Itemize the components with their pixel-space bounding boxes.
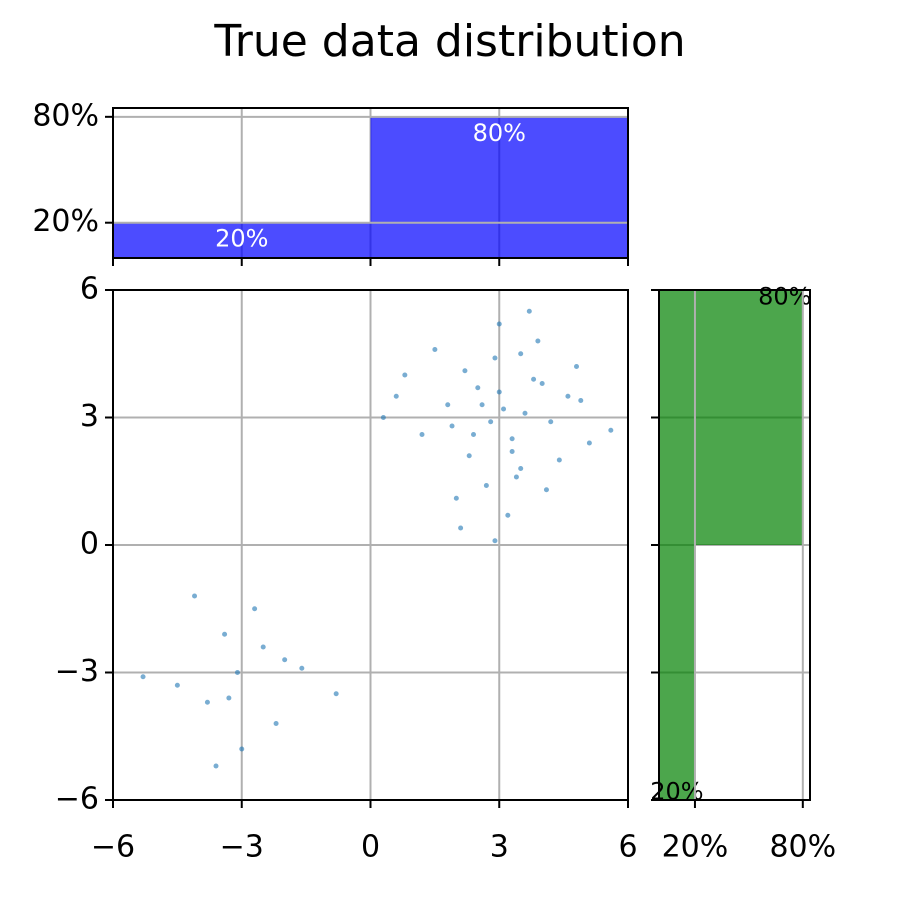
y-tick-label: 3 xyxy=(80,399,99,434)
scatter-point xyxy=(402,372,408,378)
scatter-point xyxy=(526,308,532,314)
scatter-point xyxy=(273,721,279,726)
axes-frame xyxy=(112,107,629,259)
scatter-point xyxy=(513,474,519,480)
y-tick-label: −3 xyxy=(55,654,99,689)
bar xyxy=(659,545,695,800)
scatter-point xyxy=(505,512,511,518)
scatter-point xyxy=(492,355,498,361)
axes-frame xyxy=(112,289,629,801)
scatter-point xyxy=(234,670,240,675)
scatter-point xyxy=(522,410,528,416)
scatter-point xyxy=(204,699,210,705)
x-tick-label: 3 xyxy=(490,830,509,865)
scatter-point xyxy=(496,389,502,395)
scatter-point xyxy=(475,385,481,391)
scatter-point xyxy=(479,402,485,408)
bar-label: 80% xyxy=(473,119,526,147)
scatter-point xyxy=(488,419,494,425)
y-tick-label: 0 xyxy=(80,527,99,562)
scatter-point xyxy=(299,665,305,671)
scatter-point xyxy=(260,644,266,650)
chart-title: True data distribution xyxy=(213,16,685,67)
bar xyxy=(659,290,803,545)
scatter-point xyxy=(445,402,451,408)
bar xyxy=(113,222,371,258)
scatter-point xyxy=(140,674,146,680)
x-tick-label: −6 xyxy=(91,830,135,865)
x-tick-label: 80% xyxy=(769,830,836,865)
scatter-point xyxy=(539,381,545,386)
scatter-point xyxy=(578,398,584,403)
y-tick-label: −6 xyxy=(55,782,99,817)
scatter-point xyxy=(453,495,459,501)
scatter-point xyxy=(531,376,537,382)
scatter-point xyxy=(518,466,524,471)
scatter-point xyxy=(509,449,515,454)
y-tick-label: 6 xyxy=(80,272,99,307)
scatter-point xyxy=(574,364,579,369)
scatter-point xyxy=(226,695,232,701)
scatter-point xyxy=(543,487,549,493)
axes-frame xyxy=(658,289,811,801)
scatter-point xyxy=(496,321,502,327)
scatter-point xyxy=(548,419,554,425)
scatter-point xyxy=(239,746,245,752)
scatter-point xyxy=(393,393,399,399)
scatter-point xyxy=(501,406,507,412)
scatter-point xyxy=(492,538,498,544)
scatter-point xyxy=(449,423,455,429)
bar-label: 20% xyxy=(215,225,268,253)
x-tick-label: −3 xyxy=(220,830,264,865)
scatter-point xyxy=(192,593,198,599)
scatter-point xyxy=(213,763,219,769)
scatter-point xyxy=(471,432,476,437)
scatter-point xyxy=(174,682,180,688)
scatter-point xyxy=(380,415,386,420)
scatter-point xyxy=(252,606,258,612)
scatter-point xyxy=(462,368,468,374)
x-tick-label: 6 xyxy=(618,830,637,865)
x-tick-label: 0 xyxy=(361,830,380,865)
bar xyxy=(370,116,628,258)
scatter-point xyxy=(282,657,288,663)
scatter-point xyxy=(608,427,614,433)
scatter-point xyxy=(535,338,541,344)
x-tick-label: 20% xyxy=(662,830,729,865)
scatter-point xyxy=(466,453,472,459)
y-tick-label: 20% xyxy=(32,204,99,239)
y-tick-label: 80% xyxy=(32,98,99,133)
scatter-point xyxy=(518,351,524,357)
scatter-point xyxy=(333,691,339,697)
scatter-point xyxy=(458,525,464,531)
scatter-point xyxy=(222,631,228,637)
scatter-point xyxy=(483,483,489,488)
scatter-point xyxy=(586,440,592,446)
scatter-point xyxy=(556,457,562,463)
scatter-point xyxy=(509,436,515,442)
scatter-point xyxy=(432,347,438,352)
scatter-point xyxy=(565,393,571,399)
scatter-point xyxy=(419,432,425,437)
